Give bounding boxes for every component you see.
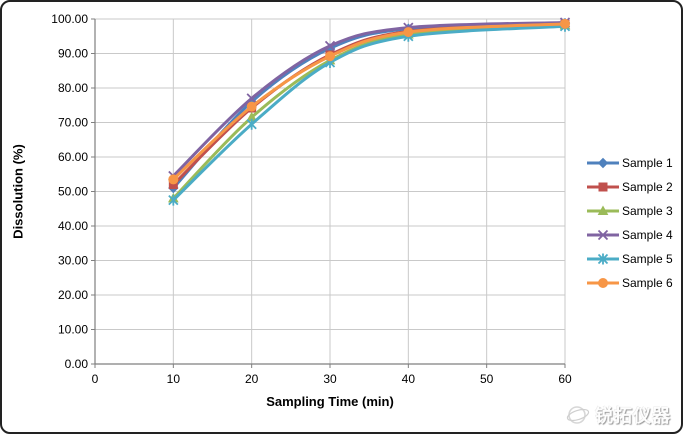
marker-circle (403, 27, 414, 38)
x-tick-label: 0 (92, 372, 99, 386)
series-sample-6 (168, 18, 570, 185)
x-tick-label: 20 (245, 372, 259, 386)
legend-item-sample-6[interactable]: Sample 6 (586, 274, 681, 292)
x-tick-label: 60 (558, 372, 572, 386)
y-tick-label: 40.00 (58, 219, 88, 233)
marker-triangle (597, 205, 609, 215)
legend-key-x-icon (587, 229, 619, 241)
series-line (171, 24, 567, 202)
y-tick-label: 0.00 (65, 357, 89, 371)
legend-key-circle-icon (587, 278, 619, 288)
series-sample-5 (168, 20, 571, 206)
marker-x (246, 93, 257, 104)
watermark-text: 锐拓仪器 (595, 406, 671, 426)
legend: Sample 1 Sample 2 Sample 3 Sample 4 Sample 5… (586, 154, 681, 292)
legend-item-sample-5[interactable]: Sample 5 (586, 250, 681, 268)
marker-square (598, 182, 608, 192)
y-tick-label: 10.00 (58, 323, 88, 337)
legend-key-diamond-icon (587, 157, 619, 169)
marker-asterisk (168, 194, 179, 206)
legend-item-sample-4[interactable]: Sample 4 (586, 226, 681, 244)
legend-label: Sample 2 (622, 180, 673, 194)
y-tick-label: 90.00 (58, 47, 88, 61)
series-line (171, 23, 567, 200)
marker-circle (325, 51, 335, 62)
y-tick-label: 30.00 (58, 254, 88, 268)
legend-label: Sample 6 (622, 276, 673, 290)
globe-icon (566, 406, 590, 424)
marker-circle (598, 278, 608, 288)
y-axis-title: Dissolution (%) (10, 144, 26, 239)
y-tick-label: 80.00 (58, 81, 88, 95)
y-tick-label: 50.00 (58, 185, 88, 199)
legend-label: Sample 5 (622, 252, 673, 266)
series-line (171, 22, 567, 187)
legend-item-sample-1[interactable]: Sample 1 (586, 154, 681, 172)
series-line (171, 22, 567, 181)
legend-key-square-icon (587, 182, 619, 192)
legend-label: Sample 4 (622, 228, 673, 242)
legend-item-sample-3[interactable]: Sample 3 (586, 202, 681, 220)
legend-label: Sample 3 (622, 204, 673, 218)
marker-circle (560, 18, 570, 29)
y-tick-label: 60.00 (58, 150, 88, 164)
x-tick-label: 10 (167, 372, 181, 386)
legend-item-sample-2[interactable]: Sample 2 (586, 178, 681, 196)
marker-asterisk (246, 118, 257, 130)
marker-x (324, 40, 336, 52)
y-tick-label: 20.00 (58, 288, 88, 302)
y-tick-label: 100.00 (51, 12, 88, 26)
x-tick-label: 30 (323, 372, 337, 386)
marker-x (597, 229, 609, 241)
marker-circle (168, 174, 179, 185)
y-tick-label: 70.00 (58, 116, 88, 130)
watermark: 锐拓仪器 (565, 402, 671, 428)
x-axis-title: Sampling Time (min) (266, 394, 394, 409)
marker-asterisk (597, 253, 609, 265)
marker-circle (246, 101, 257, 112)
marker-diamond (597, 157, 609, 169)
legend-key-triangle-icon (587, 205, 619, 215)
x-tick-label: 40 (402, 372, 416, 386)
series-sample-3 (167, 19, 571, 203)
legend-key-asterisk-icon (587, 253, 619, 265)
x-tick-label: 50 (480, 372, 494, 386)
legend-label: Sample 1 (622, 156, 673, 170)
series-line (171, 21, 567, 190)
